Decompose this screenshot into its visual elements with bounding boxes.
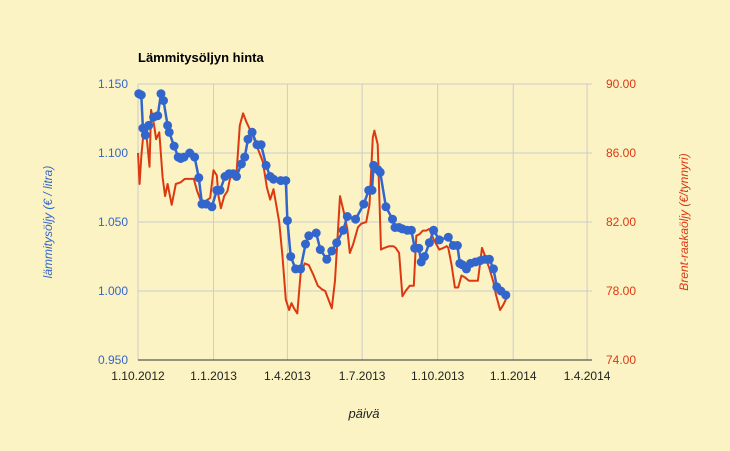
x-tick-label: 1.4.2014: [564, 369, 611, 383]
heating-oil-point: [434, 235, 444, 245]
heating-oil-point: [311, 228, 321, 238]
heating-oil-point: [163, 120, 173, 130]
left-tick-label: 1.150: [98, 77, 128, 91]
heating-oil-point: [367, 185, 377, 195]
x-tick-label: 1.4.2013: [264, 369, 311, 383]
heating-oil-point: [164, 127, 174, 137]
heating-oil-point: [153, 111, 163, 121]
heating-oil-point: [381, 202, 391, 212]
heating-oil-point: [359, 199, 369, 209]
series-layer: [134, 89, 511, 315]
heating-oil-point: [424, 238, 434, 248]
heating-oil-point: [420, 252, 429, 261]
x-tick-label: 1.10.2012: [111, 369, 165, 383]
heating-oil-point: [304, 231, 314, 241]
heating-oil-point: [207, 202, 217, 212]
x-tick-label: 1.7.2013: [339, 369, 386, 383]
heating-oil-point: [301, 239, 310, 249]
heating-oil-point: [332, 238, 342, 248]
chart-title: Lämmitysöljyn hinta: [138, 50, 264, 65]
heating-oil-point: [351, 214, 361, 224]
heating-oil-point: [338, 225, 348, 235]
brent-crude-series-line: [137, 108, 508, 315]
heating-oil-point: [484, 254, 494, 264]
x-tick-label: 1.1.2013: [190, 369, 237, 383]
heating-oil-point: [327, 246, 337, 256]
heating-oil-point: [144, 120, 154, 130]
heating-oil-point: [406, 225, 416, 235]
heating-oil-point: [156, 89, 166, 99]
left-tick-label: 1.000: [98, 284, 128, 298]
heating-oil-point: [286, 252, 296, 261]
heating-oil-point: [342, 212, 352, 221]
heating-oil-point: [315, 245, 325, 255]
x-axis-label: päivä: [347, 406, 379, 421]
right-tick-label: 82.00: [606, 215, 636, 229]
right-tick-label: 86.00: [606, 146, 636, 160]
heating-oil-point: [236, 159, 246, 169]
heating-oil-point: [429, 225, 439, 235]
right-tick-label: 74.00: [606, 353, 636, 367]
heating-oil-point: [489, 264, 498, 274]
right-tick-label: 90.00: [606, 77, 636, 91]
heating-oil-point: [261, 160, 271, 170]
heating-oil-point: [243, 134, 253, 144]
x-tick-label: 1.10.2013: [411, 369, 465, 383]
heating-oil-point: [256, 140, 266, 150]
heating-oil-point: [194, 173, 204, 183]
heating-oil-point: [443, 232, 453, 242]
heating-oil-point: [215, 185, 225, 195]
left-axis-label: lämmitysöljy (€ / litra): [41, 166, 55, 279]
heating-oil-point: [140, 130, 150, 140]
heating-oil-point: [281, 176, 291, 186]
heating-oil-point: [414, 243, 424, 253]
x-tick-label: 1.1.2014: [490, 369, 537, 383]
heating-oil-point: [159, 96, 168, 106]
heating-oil-point: [232, 172, 241, 181]
left-tick-label: 1.050: [98, 215, 128, 229]
heating-oil-point: [296, 264, 306, 274]
right-tick-label: 78.00: [606, 284, 636, 298]
heating-oil-point: [375, 167, 385, 177]
heating-oil-point: [452, 241, 462, 250]
heating-oil-point: [501, 290, 511, 300]
left-tick-label: 0.950: [98, 353, 128, 367]
left-tick-label: 1.100: [98, 146, 128, 160]
heating-oil-point: [240, 152, 250, 162]
heating-oil-point: [322, 254, 332, 264]
heating-oil-point: [282, 216, 292, 226]
right-axis-label: Brent-raakaöljy (€/tynnyri): [677, 153, 691, 290]
heating-oil-point: [388, 214, 397, 224]
heating-oil-point: [247, 127, 257, 137]
heating-oil-point: [190, 152, 200, 162]
heating-oil-point: [269, 174, 278, 184]
axes: Lämmitysöljyn hinta päivä lämmitysöljy (…: [41, 50, 691, 421]
heating-oil-point: [136, 90, 146, 100]
heating-oil-point: [169, 141, 179, 151]
